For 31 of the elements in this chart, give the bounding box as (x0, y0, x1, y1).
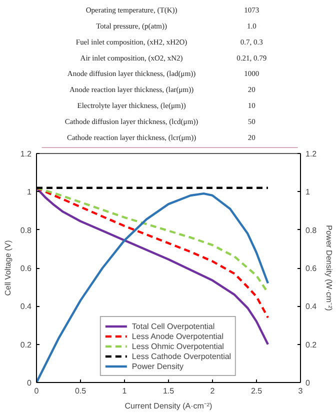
legend-label: Less Anode Overpotential (132, 331, 224, 341)
line-series (36, 192, 270, 382)
y-tick-label: 0.4 (20, 302, 32, 312)
legend-label: Total Cell Overpotential (132, 321, 215, 331)
legend-label: Power Density (132, 361, 184, 371)
x-tick-label: 3 (298, 386, 304, 396)
y-tick-label: 1.2 (20, 150, 32, 158)
x-tick-label: 0.5 (74, 386, 87, 396)
y2-tick-label: 1.2 (306, 150, 318, 158)
y2-axis-title: Power Density (W·cm⁻²) (324, 225, 334, 312)
x-tick-label: 0 (34, 386, 40, 396)
y2-tick-label: 0.6 (306, 264, 318, 273)
y2-tick-label: 0 (306, 378, 310, 388)
y-tick-label: 0.2 (20, 340, 32, 350)
x-tick-label: 1 (122, 386, 128, 396)
y2-tick-label: 0.4 (306, 302, 318, 312)
x-tick-label: 1.5 (162, 386, 175, 396)
y-tick-label: 0 (27, 378, 32, 388)
line-series (36, 186, 270, 319)
y-tick-label: 0.6 (20, 264, 32, 273)
x-tick-label: 2.5 (250, 386, 263, 396)
y-tick-label: 1 (27, 188, 32, 197)
y-axis-title: Cell Voltage (V) (3, 240, 12, 296)
y-tick-label: 0.8 (20, 226, 32, 235)
legend-label: Less Cathode Overpotential (132, 351, 232, 361)
x-tick-label: 2 (210, 386, 216, 396)
y2-tick-label: 0.8 (306, 226, 318, 235)
y2-tick-label: 1 (306, 188, 310, 197)
x-axis-title: Current Density (A·cm⁻²) (124, 402, 213, 410)
y2-tick-label: 0.2 (306, 340, 318, 350)
legend-label: Less Ohmic Overpotential (132, 341, 224, 351)
